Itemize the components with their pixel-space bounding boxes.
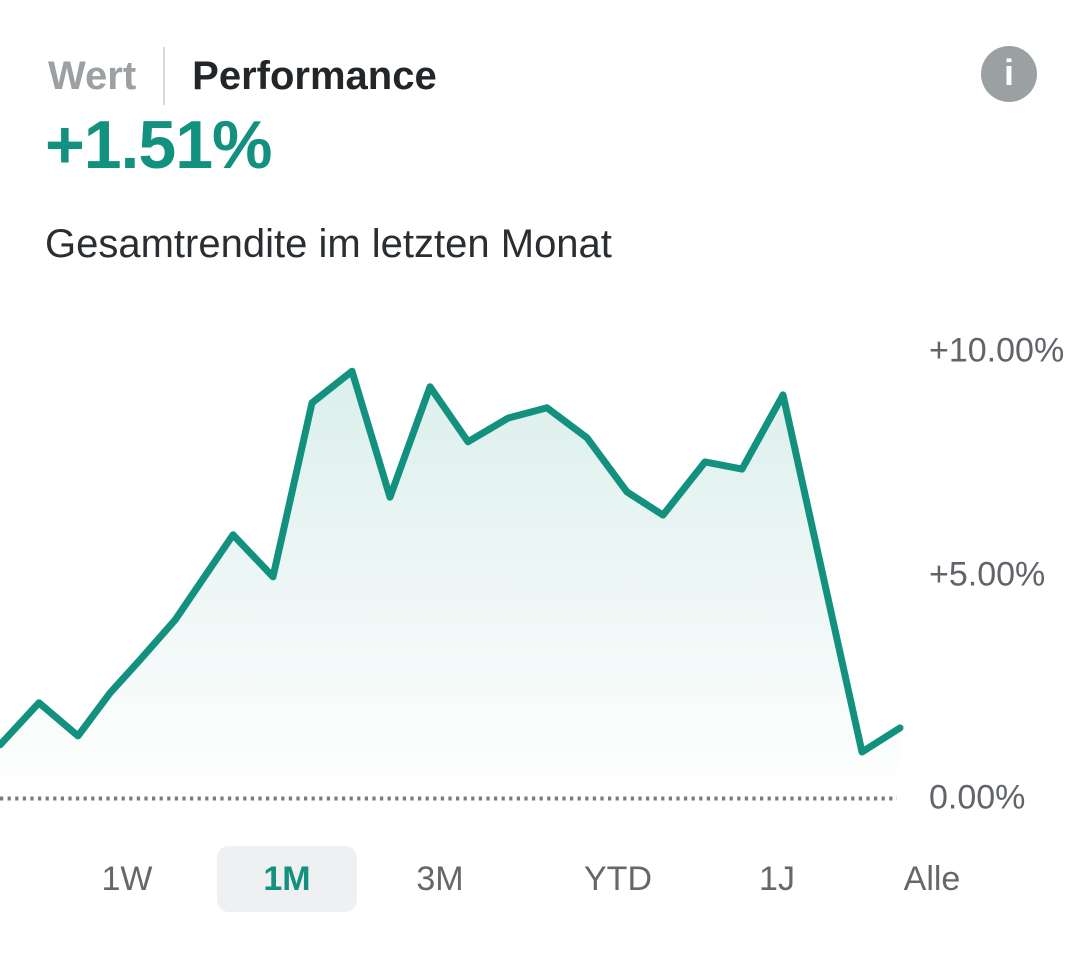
range-button-1j[interactable]: 1J bbox=[759, 859, 795, 898]
y-axis-tick-5: +5.00% bbox=[929, 555, 1046, 594]
range-button-alle[interactable]: Alle bbox=[903, 859, 961, 898]
tab-divider bbox=[163, 47, 166, 105]
area-chart-canvas[interactable] bbox=[0, 330, 1080, 820]
info-icon: i bbox=[1003, 52, 1014, 93]
info-button[interactable]: i bbox=[981, 46, 1037, 102]
view-toggle: Wert Performance bbox=[48, 46, 437, 106]
chart-line bbox=[0, 367, 904, 756]
tab-performance[interactable]: Performance bbox=[192, 54, 437, 98]
range-button-ytd[interactable]: YTD bbox=[584, 859, 652, 898]
tab-wert[interactable]: Wert bbox=[48, 54, 137, 98]
y-axis-tick-0: 0.00% bbox=[929, 778, 1026, 817]
performance-subtitle: Gesamtrendite im letzten Monat bbox=[45, 222, 612, 266]
chart-area-fill bbox=[0, 371, 900, 799]
performance-chart[interactable]: +10.00% +5.00% 0.00% bbox=[0, 330, 1080, 820]
time-range-selector: 1W 1M 3M YTD 1J Alle bbox=[0, 846, 1080, 914]
range-button-3m[interactable]: 3M bbox=[416, 859, 464, 898]
performance-value: +1.51% bbox=[45, 107, 273, 183]
y-axis-tick-10: +10.00% bbox=[929, 331, 1065, 370]
range-button-1m[interactable]: 1M bbox=[217, 846, 357, 912]
range-button-1w[interactable]: 1W bbox=[101, 859, 153, 898]
